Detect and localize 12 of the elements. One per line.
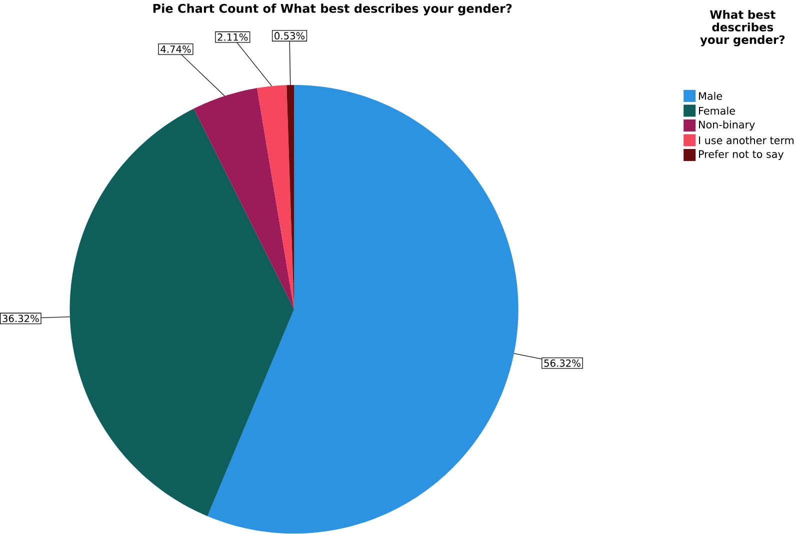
- legend-label: I use another term: [699, 136, 794, 144]
- data-label: 4.74%: [160, 46, 191, 54]
- legend-label: Prefer not to say: [699, 150, 784, 160]
- data-label: 0.53%: [274, 32, 305, 40]
- legend-title: What best describes your gender?: [700, 10, 785, 46]
- data-label: 2.11%: [218, 34, 248, 42]
- chart-title: Pie Chart Count of What best describes your gender?: [153, 4, 512, 16]
- data-label: 36.32%: [2, 314, 39, 322]
- legend-label: Non-binary: [699, 120, 755, 131]
- data-label: 56.32%: [544, 360, 580, 368]
- legend-label: Female: [699, 106, 735, 115]
- legend-label: Male: [699, 92, 722, 100]
